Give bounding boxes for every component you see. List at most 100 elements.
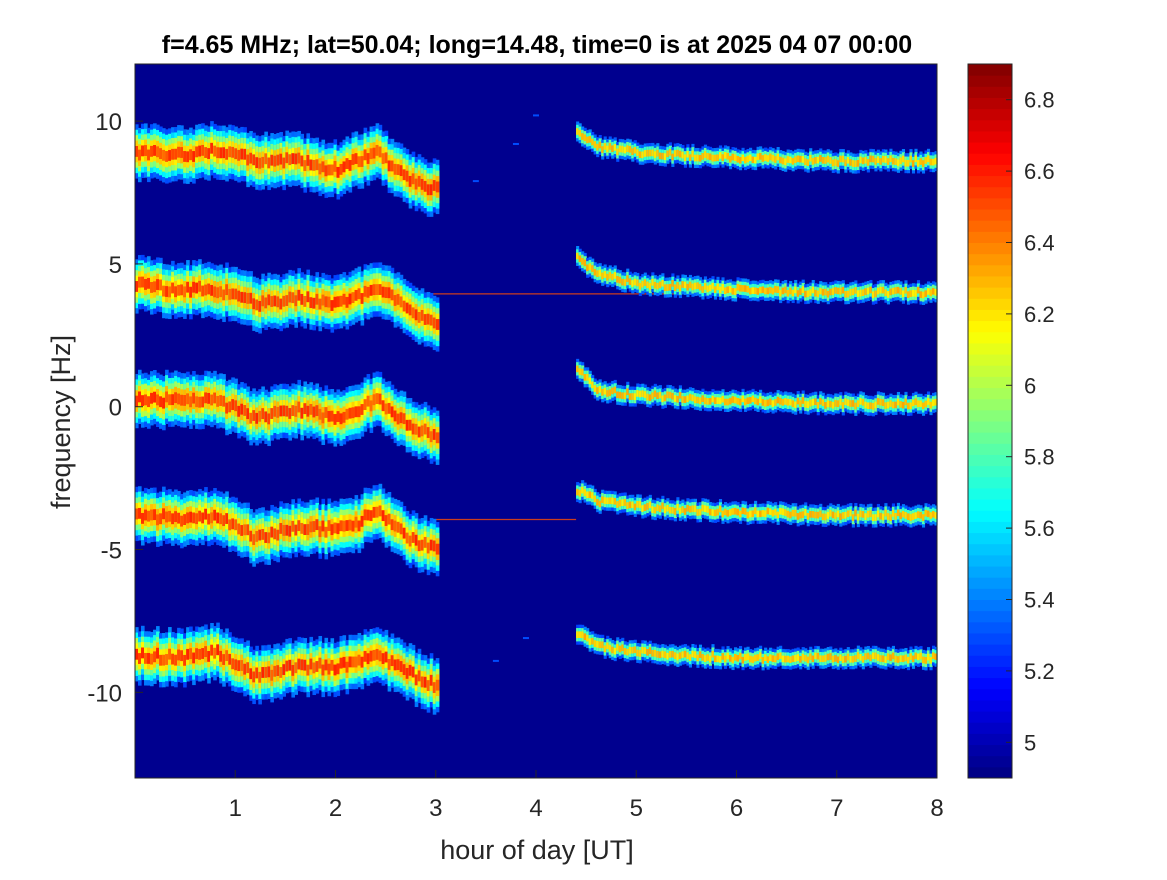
spectrogram-cell	[601, 388, 605, 396]
spectrogram-cell	[929, 289, 933, 297]
spectrogram-cell	[249, 152, 253, 164]
spectrogram-cell	[598, 385, 602, 393]
spectrogram-cell	[931, 399, 936, 407]
spectrogram-cell	[846, 653, 850, 661]
spectrogram-cell	[934, 289, 938, 296]
spectrogram-cell	[741, 507, 745, 515]
faint-echo-cell	[522, 637, 529, 640]
spectrogram-cell	[141, 395, 145, 407]
spectrogram-cell	[784, 286, 788, 294]
spectrogram-cell	[869, 654, 873, 662]
spectrogram-cell	[814, 157, 818, 164]
spectrogram-cell	[713, 397, 718, 405]
spectrogram-cell	[201, 144, 205, 156]
spectrogram-cell	[871, 652, 875, 660]
spectrogram-cell	[198, 280, 202, 292]
spectrogram-cell	[345, 408, 350, 420]
spectrogram-cell	[929, 656, 933, 664]
spectrogram-cell	[411, 423, 416, 435]
spectrogram-cell	[608, 143, 612, 150]
spectrogram-cell	[207, 392, 211, 404]
spectrogram-cell	[177, 512, 181, 524]
spectrogram-cell	[393, 659, 398, 671]
spectrogram-cell	[668, 391, 672, 399]
spectrogram-cell	[829, 653, 833, 660]
spectrogram-cell	[402, 300, 407, 312]
spectrogram-cell	[906, 159, 911, 167]
spectrogram-cell	[135, 508, 139, 520]
spectrogram-cell	[723, 152, 728, 159]
colorbar-tick-label: 5.2	[1024, 659, 1055, 684]
spectrogram-cell	[234, 148, 238, 160]
spectrogram-cell	[759, 652, 763, 660]
spectrogram-cell	[153, 281, 157, 293]
spectrogram-cell	[914, 398, 918, 406]
spectrogram-cell	[180, 147, 184, 158]
spectrogram-cell	[884, 509, 888, 517]
spectrogram-cell	[799, 511, 803, 519]
spectrogram-cell	[673, 652, 677, 659]
spectrogram-cell	[911, 513, 916, 520]
spectrogram-cell	[799, 288, 803, 295]
spectrogram-cell	[638, 282, 642, 290]
spectrogram-cell	[372, 147, 377, 159]
spectrogram-cell	[708, 397, 713, 405]
spectrogram-cell	[829, 400, 833, 408]
spectrogram-cell	[261, 408, 265, 420]
spectrogram-cell	[333, 522, 338, 534]
spectrogram-cell	[784, 158, 788, 166]
spectrogram-cell	[741, 656, 745, 664]
spectrogram-cell	[834, 159, 838, 166]
spectrogram-cell	[225, 148, 229, 160]
colorbar-tick-label: 5.4	[1024, 588, 1055, 613]
spectrogram-cell	[596, 641, 600, 648]
spectrogram-cell	[330, 164, 335, 176]
spectrogram-cell	[613, 386, 617, 394]
spectrogram-cell	[658, 651, 662, 659]
spectrogram-cell	[776, 396, 780, 404]
spectrogram-cell	[718, 286, 723, 294]
spectrogram-cell	[789, 398, 793, 406]
spectrogram-cell	[432, 682, 437, 693]
spectrogram-cell	[879, 655, 883, 662]
spectrogram-cell	[207, 283, 211, 295]
spectrogram-cell	[631, 280, 635, 287]
spectrogram-cell	[673, 150, 677, 157]
colorbar-swatch	[968, 242, 1012, 255]
spectrogram-cell	[162, 285, 166, 297]
spectrogram-cell	[816, 652, 820, 660]
faint-echo-cell	[533, 114, 539, 117]
spectrogram-cell	[228, 519, 232, 531]
spectrogram-cell	[836, 656, 840, 664]
spectrogram-cell	[904, 654, 908, 662]
spectrogram-cell	[171, 282, 175, 294]
spectrogram-cell	[716, 154, 720, 162]
spectrogram-cell	[841, 656, 845, 663]
spectrogram-cell	[303, 295, 308, 307]
colorbar-swatch	[968, 711, 1012, 723]
spectrogram-cell	[267, 294, 271, 306]
spectrogram-cell	[611, 497, 615, 505]
spectrogram-cell	[698, 154, 703, 162]
spectrogram-cell	[701, 286, 705, 293]
spectrogram-cell	[288, 408, 292, 419]
spectrogram-cell	[312, 406, 317, 418]
colorbar-tick-label: 6.4	[1024, 231, 1055, 256]
spectrogram-cell	[739, 652, 743, 660]
spectrogram-cell	[384, 651, 389, 663]
spectrogram-cell	[601, 272, 605, 280]
colorbar-swatch	[968, 342, 1012, 355]
spectrogram-cell	[686, 283, 690, 291]
spectrogram-cell	[901, 155, 906, 163]
spectrogram-cell	[861, 289, 865, 297]
spectrogram-cell	[369, 650, 374, 662]
spectrogram-cell	[387, 659, 392, 670]
spectrogram-cell	[210, 142, 214, 154]
spectrogram-cell	[237, 405, 241, 417]
spectrogram-cell	[831, 159, 835, 167]
spectrogram-cell	[588, 491, 592, 498]
colorbar-swatch	[968, 253, 1012, 266]
spectrogram-cell	[222, 654, 226, 665]
spectrogram-cell	[601, 641, 605, 649]
spectrogram-cell	[904, 159, 908, 167]
